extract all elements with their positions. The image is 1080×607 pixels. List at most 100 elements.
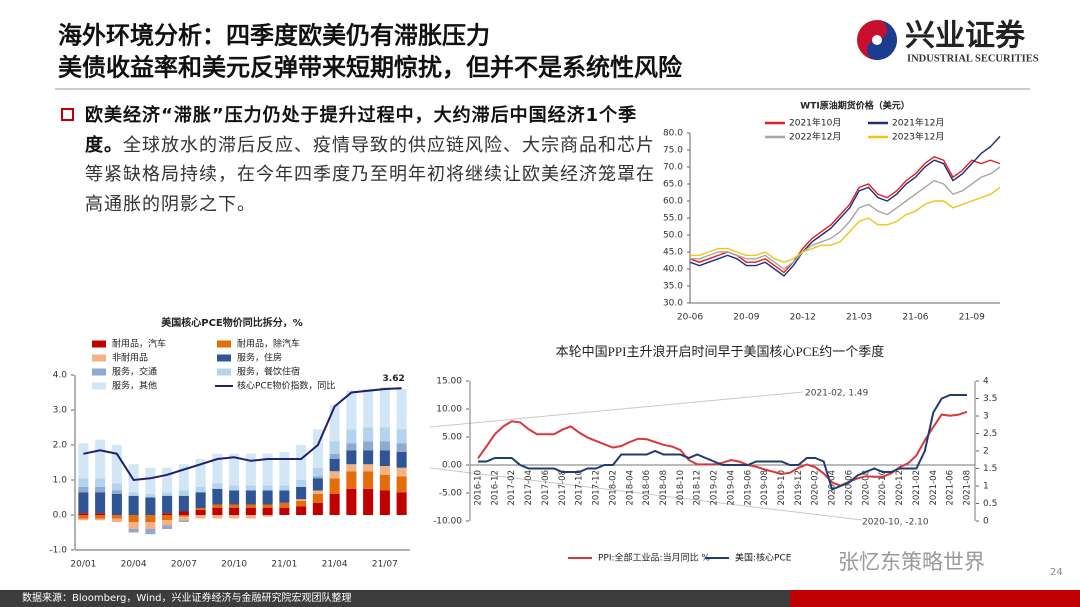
bar-segment: [245, 504, 256, 508]
x-tick-label: 2017-12: [592, 470, 602, 506]
bar-segment: [363, 427, 374, 442]
y-tick-label: -1.0: [49, 546, 67, 556]
bar-segment: [178, 464, 189, 491]
bar-segment: [296, 487, 307, 500]
bar-segment: [212, 508, 223, 515]
bar-segment: [229, 485, 240, 491]
x-tick-label: 2019-04: [726, 470, 736, 506]
x-tick-label: 2021-08: [963, 470, 973, 506]
bar-segment: [78, 443, 89, 479]
bar-segment: [379, 466, 390, 475]
x-tick-label: 2021-02: [912, 470, 922, 506]
y-tick-label: 30.0: [663, 299, 683, 309]
bar-segment: [396, 429, 407, 444]
legend-label: 非耐用品: [112, 352, 148, 364]
bar-segment: [379, 490, 390, 515]
legend-label: 服务，其他: [112, 380, 157, 392]
legend-label: 核心PCE物价指数，同比: [237, 380, 335, 392]
legend-label: 2021年12月: [892, 117, 944, 129]
bar-segment: [78, 487, 89, 493]
bar-segment: [128, 529, 139, 533]
x-tick-label: 21-06: [902, 313, 928, 323]
bar-segment: [379, 441, 390, 451]
bar-segment: [128, 495, 139, 515]
title-line: 美债收益率和美元反弹带来短期惊扰，但并不是系统性风险: [58, 54, 683, 82]
bar-segment: [396, 443, 407, 452]
bar-segment: [379, 450, 390, 466]
legend-swatch: [92, 340, 106, 348]
bar-segment: [178, 511, 189, 515]
legend-label: 美国:核心PCE: [735, 552, 792, 564]
title-line: 海外环境分析：四季度欧美仍有滞胀压力: [58, 22, 490, 50]
bar-segment: [279, 502, 290, 508]
series-line: [689, 135, 1001, 277]
bar-segment: [245, 453, 256, 486]
bar-segment: [262, 490, 273, 505]
bar-segment: [229, 504, 240, 508]
bar-segment: [111, 445, 122, 484]
bar-segment: [296, 499, 307, 501]
bar-segment: [128, 515, 139, 522]
bar-segment: [162, 495, 173, 514]
bar-segment: [111, 490, 122, 494]
bullet-bold: 欧美经济“滞胀”压力仍处于提升过程中，大约滞后中国经济1个季度。: [85, 105, 638, 156]
bar-segment: [95, 478, 106, 487]
y-tick-label: 2: [983, 447, 989, 457]
bar-segment: [296, 506, 307, 515]
y-tick-label: 3.0: [53, 406, 68, 416]
y-tick-label: 50.0: [663, 231, 683, 241]
x-tick-label: 2018-04: [625, 470, 635, 506]
bar-segment: [379, 387, 390, 428]
bar-segment: [346, 488, 357, 515]
bar-segment: [195, 487, 206, 493]
x-tick-label: 2019-02: [710, 470, 720, 506]
data-label: 3.62: [383, 374, 405, 384]
bar-segment: [95, 515, 106, 519]
bullet-text: 欧美经济“滞胀”压力仍处于提升过程中，大约滞后中国经济1个季度。全球放水的滞后反…: [85, 101, 655, 219]
bar-segment: [229, 515, 240, 519]
bar-segment: [363, 464, 374, 472]
legend-swatch: [217, 340, 231, 348]
bar-segment: [346, 429, 357, 444]
x-tick-label: 2020-06: [844, 470, 854, 506]
bar-segment: [195, 459, 206, 487]
x-tick-label: 2018-12: [693, 470, 703, 506]
x-tick-label: 2016-12: [490, 470, 500, 506]
bar-segment: [111, 515, 122, 519]
x-tick-label: 20-12: [790, 313, 816, 323]
bar-segment: [312, 467, 323, 477]
watermark: 张忆东策略世界: [838, 550, 985, 574]
bar-segment: [262, 515, 273, 517]
bar-segment: [145, 494, 156, 498]
bar-segment: [229, 453, 240, 486]
bar-segment: [312, 490, 323, 494]
bar-segment: [78, 478, 89, 487]
legend-label: 服务，交通: [112, 366, 157, 378]
bar-segment: [396, 467, 407, 477]
x-tick-label: 21-03: [846, 313, 872, 323]
bar-segment: [162, 492, 173, 496]
legend-label: 耐用品，除汽车: [237, 338, 300, 350]
bar-segment: [78, 515, 89, 519]
bar-segment: [145, 467, 156, 494]
bar-segment: [178, 520, 189, 522]
bar-segment: [279, 485, 290, 491]
footer-bar: [0, 590, 790, 607]
bar-segment: [312, 476, 323, 479]
bar-segment: [245, 490, 256, 505]
bar-segment: [145, 497, 156, 515]
bar-segment: [312, 494, 323, 503]
bar-segment: [346, 464, 357, 472]
bar-segment: [145, 515, 156, 522]
bar-segment: [78, 518, 89, 521]
series-line: [477, 410, 968, 487]
y-tick-label: 75.0: [663, 146, 683, 156]
bar-segment: [195, 515, 206, 519]
legend-label: 耐用品，汽车: [112, 338, 166, 350]
bar-segment: [346, 471, 357, 489]
legend-swatch: [92, 368, 106, 376]
y-tick-label: 0: [983, 517, 989, 527]
bar-segment: [162, 520, 173, 526]
bar-segment: [111, 483, 122, 491]
footer-accent: [790, 590, 1080, 607]
